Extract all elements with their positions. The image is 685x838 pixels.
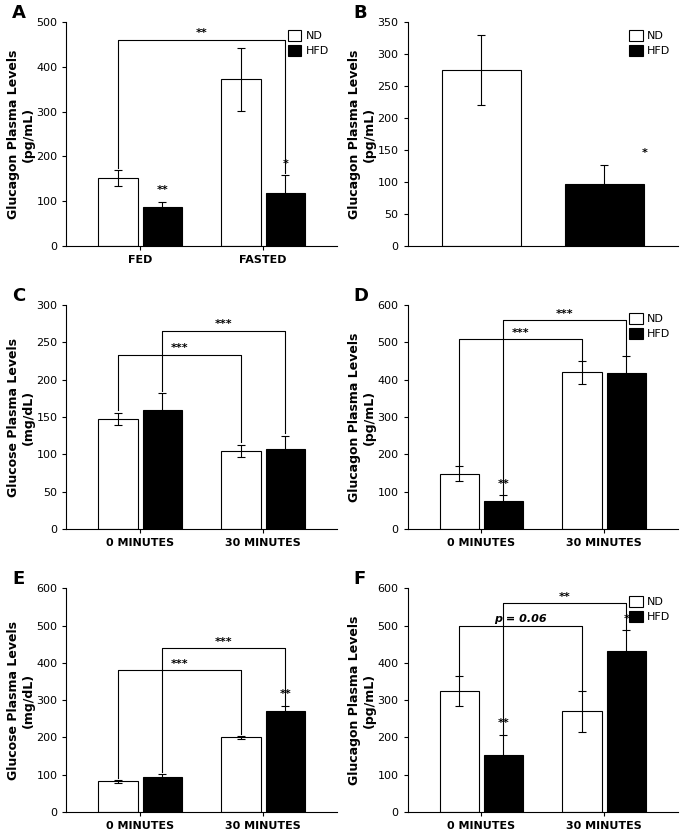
Legend: ND, HFD: ND, HFD [627,311,673,341]
Text: ***: *** [556,309,574,319]
Text: **: ** [497,478,510,489]
Bar [266,449,305,529]
Bar [607,373,646,529]
Text: ***: *** [512,328,530,338]
Text: E: E [12,571,25,588]
Bar [142,410,182,529]
Bar [484,501,523,529]
Text: *: * [642,148,648,158]
Y-axis label: Glucose Plasma Levels
(mg/dL): Glucose Plasma Levels (mg/dL) [7,621,35,779]
Bar [221,451,261,529]
Text: *: * [623,613,630,623]
Bar [484,755,523,812]
Y-axis label: Glucagon Plasma Levels
(pg/mL): Glucagon Plasma Levels (pg/mL) [348,333,376,502]
Bar [440,691,479,812]
Text: **: ** [156,185,169,195]
Text: ***: *** [215,319,233,329]
Text: **: ** [497,718,510,728]
Bar [565,184,644,246]
Bar [99,782,138,812]
Bar [142,206,182,246]
Text: B: B [353,4,367,23]
Bar [99,418,138,529]
Legend: ND, HFD: ND, HFD [627,594,673,624]
Bar [442,70,521,246]
Bar [221,737,261,812]
Text: D: D [353,287,369,305]
Text: F: F [353,571,366,588]
Text: p = 0.06: p = 0.06 [495,614,547,624]
Text: ***: *** [215,637,233,647]
Text: ***: *** [171,343,188,353]
Bar [266,711,305,812]
Text: ***: *** [171,660,188,670]
Text: **: ** [279,689,291,699]
Legend: ND, HFD: ND, HFD [627,28,673,59]
Y-axis label: Glucagon Plasma Levels
(pg/mL): Glucagon Plasma Levels (pg/mL) [348,615,376,785]
Y-axis label: Glucagon Plasma Levels
(pg/mL): Glucagon Plasma Levels (pg/mL) [7,49,35,219]
Bar [99,178,138,246]
Legend: ND, HFD: ND, HFD [286,28,332,59]
Y-axis label: Glucose Plasma Levels
(mg/dL): Glucose Plasma Levels (mg/dL) [7,338,35,497]
Text: **: ** [559,592,571,602]
Bar [142,777,182,812]
Text: A: A [12,4,26,23]
Bar [266,193,305,246]
Y-axis label: Glucagon Plasma Levels
(pg/mL): Glucagon Plasma Levels (pg/mL) [348,49,376,219]
Bar [607,651,646,812]
Bar [562,372,602,529]
Text: *: * [282,158,288,168]
Bar [221,80,261,246]
Text: C: C [12,287,25,305]
Bar [562,711,602,812]
Bar [440,473,479,529]
Text: **: ** [196,28,208,38]
